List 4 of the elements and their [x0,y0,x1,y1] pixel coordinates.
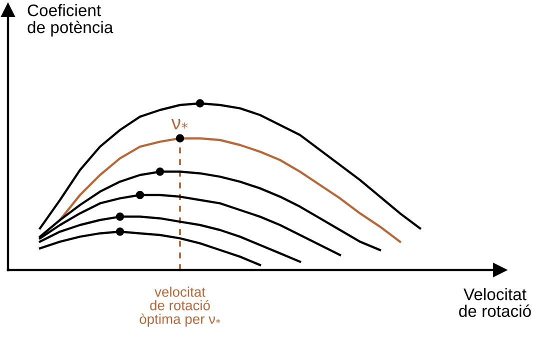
text: velocitat de rotació òptima per ν$_{*}$ [140,286,220,327]
y-axis-title: Coeficient de potència [28,4,114,36]
series-label: ν$_{*}$ [171,118,188,130]
x-axis-title: Velocitat de rotació [459,288,531,317]
